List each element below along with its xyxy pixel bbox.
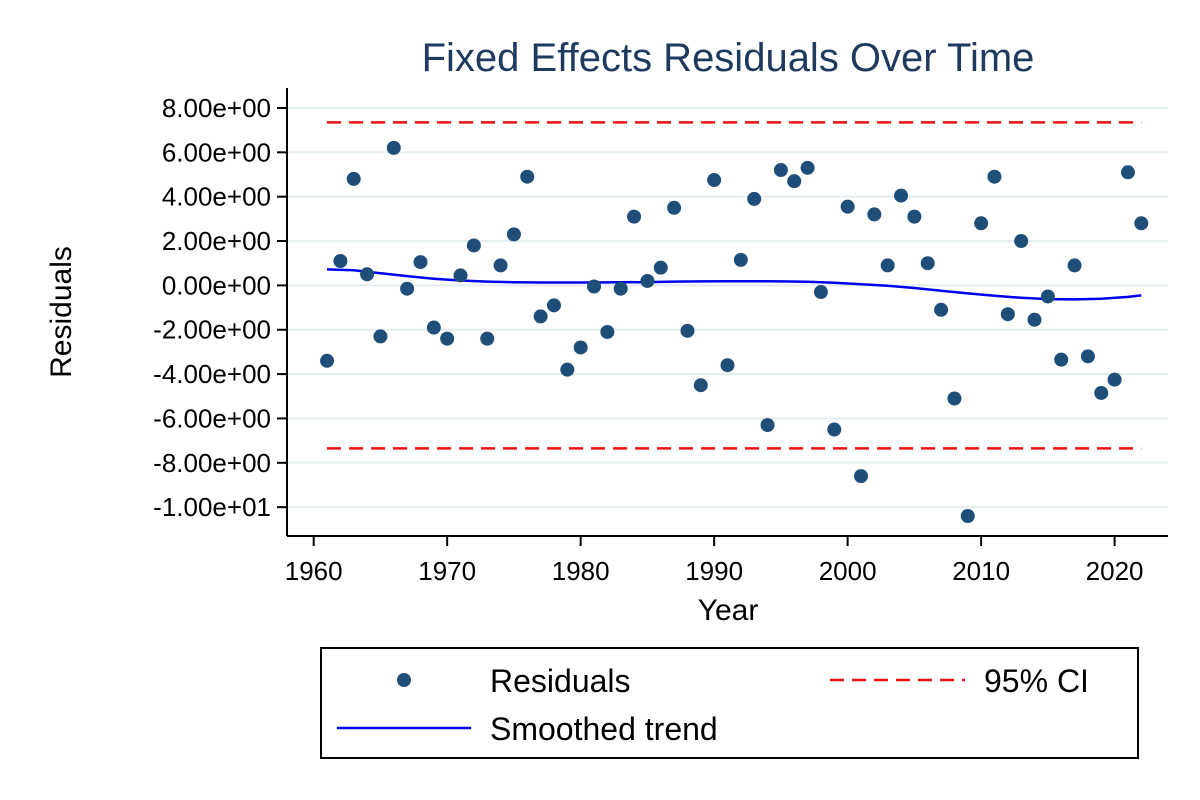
residual-point xyxy=(693,378,708,393)
residual-point xyxy=(880,258,895,273)
y-tick-label: -1.00e+01 xyxy=(153,492,271,522)
residual-point xyxy=(1054,352,1069,367)
residual-point xyxy=(533,309,548,324)
residual-point xyxy=(386,140,401,155)
legend-marker-residuals xyxy=(397,673,411,687)
x-tick-label: 2010 xyxy=(952,556,1010,586)
legend-label-ci: 95% CI xyxy=(984,663,1089,699)
residual-point xyxy=(573,340,588,355)
residual-point xyxy=(680,323,695,338)
residual-point xyxy=(320,353,335,368)
residual-point xyxy=(1000,307,1015,322)
chart-title: Fixed Effects Residuals Over Time xyxy=(422,36,1035,80)
residual-point xyxy=(720,358,735,373)
y-tick-label: -6.00e+00 xyxy=(153,403,271,433)
residual-point xyxy=(373,329,388,344)
residual-point xyxy=(600,324,615,339)
residual-point xyxy=(333,253,348,268)
residual-point xyxy=(587,279,602,294)
y-tick-label: 0.00e+00 xyxy=(162,270,271,300)
residual-point xyxy=(426,320,441,335)
residual-point xyxy=(453,268,468,283)
residual-point xyxy=(934,302,949,317)
residual-point xyxy=(853,469,868,484)
residual-point xyxy=(1134,216,1149,231)
residual-point xyxy=(400,281,415,296)
residual-point xyxy=(466,238,481,253)
x-tick-label: 1970 xyxy=(418,556,476,586)
residual-point xyxy=(627,209,642,224)
residual-point xyxy=(733,252,748,267)
residual-point xyxy=(1067,258,1082,273)
residual-point xyxy=(960,509,975,524)
residual-point xyxy=(800,160,815,175)
y-tick-label: -8.00e+00 xyxy=(153,448,271,478)
residual-point xyxy=(747,191,762,206)
residual-point xyxy=(1107,372,1122,387)
residual-point xyxy=(1094,385,1109,400)
legend-box xyxy=(320,647,1139,759)
x-axis-title: Year xyxy=(698,594,759,627)
residual-point xyxy=(1027,312,1042,327)
x-tick-label: 1960 xyxy=(285,556,343,586)
residual-point xyxy=(613,281,628,296)
x-tick-label: 2020 xyxy=(1086,556,1144,586)
residual-point xyxy=(827,422,842,437)
residual-point xyxy=(360,267,375,282)
y-tick-label: -2.00e+00 xyxy=(153,315,271,345)
x-tick-label: 2000 xyxy=(819,556,877,586)
y-axis-ticks: 8.00e+00 6.00e+00 4.00e+00 2.00e+00 0.00e+00… xyxy=(153,93,287,522)
residual-point xyxy=(480,331,495,346)
residual-point xyxy=(894,188,909,203)
residual-point xyxy=(1120,165,1135,180)
y-tick-label: 8.00e+00 xyxy=(162,93,271,123)
residual-point xyxy=(760,418,775,433)
y-axis-title: Residuals xyxy=(45,246,78,378)
x-axis-ticks: 1960 1970 1980 1990 2000 2010 2020 xyxy=(285,536,1144,586)
y-tick-label: 2.00e+00 xyxy=(162,226,271,256)
residual-point xyxy=(773,163,788,178)
residual-point xyxy=(520,169,535,184)
scatter-points xyxy=(320,140,1149,524)
y-tick-label: 4.00e+00 xyxy=(162,182,271,212)
residual-point xyxy=(640,273,655,288)
x-tick-label: 1990 xyxy=(685,556,743,586)
residual-point xyxy=(707,173,722,188)
residual-point xyxy=(840,199,855,214)
residual-point xyxy=(947,391,962,406)
y-tick-label: -4.00e+00 xyxy=(153,359,271,389)
residual-point xyxy=(1014,234,1029,249)
residual-point xyxy=(920,256,935,271)
legend: Residuals Smoothed trend 95% CI xyxy=(320,647,1139,759)
residual-point xyxy=(546,298,561,313)
ci-lines xyxy=(327,121,1142,450)
residual-point xyxy=(440,331,455,346)
residual-point xyxy=(493,258,508,273)
residual-point xyxy=(1040,289,1055,304)
residual-point xyxy=(974,216,989,231)
residual-point xyxy=(413,255,428,270)
residual-point xyxy=(867,207,882,222)
residual-point xyxy=(560,362,575,377)
residual-point xyxy=(506,227,521,242)
residual-point xyxy=(667,200,682,215)
y-tick-label: 6.00e+00 xyxy=(162,137,271,167)
residual-point xyxy=(653,260,668,275)
x-tick-label: 1980 xyxy=(552,556,610,586)
legend-label-residuals: Residuals xyxy=(490,663,631,699)
residual-point xyxy=(987,169,1002,184)
legend-label-trend: Smoothed trend xyxy=(490,711,718,747)
residual-point xyxy=(813,285,828,300)
residual-point xyxy=(346,171,361,186)
residual-point xyxy=(1080,349,1095,364)
residual-point xyxy=(907,209,922,224)
residual-point xyxy=(787,174,802,189)
